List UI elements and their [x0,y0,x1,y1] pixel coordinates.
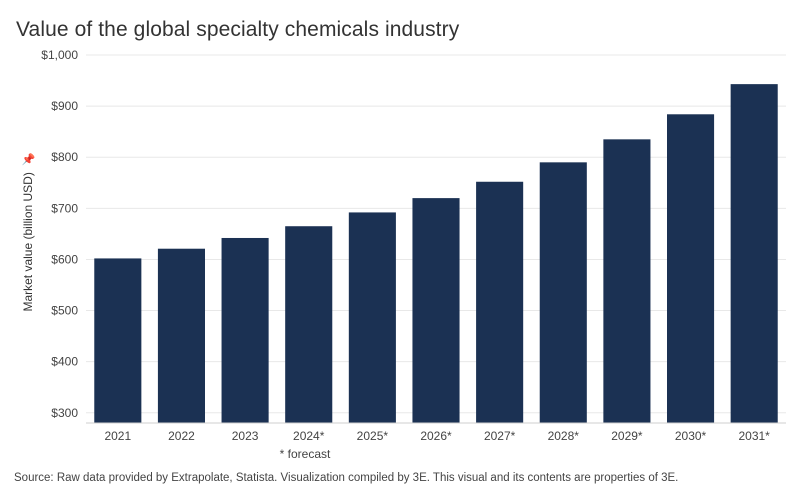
y-tick-label: $900 [51,99,78,113]
bar [412,198,460,423]
x-tick-label: 2026* [420,429,452,443]
chart-title: Value of the global specialty chemicals … [16,18,460,41]
x-tick-label: 2029* [611,429,643,443]
bar [539,162,587,424]
pin-icon[interactable]: 📌 [21,153,35,166]
y-axis-label-text: Market value (billion USD) [21,172,35,312]
y-tick-label: $700 [51,201,78,215]
x-tick-label: 2028* [548,429,580,443]
bar [94,258,142,423]
x-tick-label: 2023 [232,429,259,443]
x-tick-label: 2030* [675,429,707,443]
y-tick-label: $600 [51,252,78,266]
y-tick-label: $300 [51,406,78,420]
bar [667,114,715,424]
x-tick-label: 2021 [104,429,131,443]
bar [476,181,524,423]
bar [730,84,778,423]
x-tick-label: 2022 [168,429,195,443]
y-tick-label: $1,000 [41,48,78,62]
x-tick-label: 2024* [293,429,325,443]
bar [221,237,269,423]
y-axis-label: Market value (billion USD) 📌 [21,152,35,312]
bar [157,248,205,423]
bar [285,226,333,423]
x-tick-label: 2027* [484,429,516,443]
bar [348,212,396,423]
source-note: Source: Raw data provided by Extrapolate… [14,472,679,484]
forecast-note: * forecast [279,447,331,461]
y-tick-label: $400 [51,355,78,369]
bar [603,139,651,424]
y-tick-label: $500 [51,304,78,318]
x-tick-label: 2025* [357,429,389,443]
y-tick-label: $800 [51,150,78,164]
bar-chart: $300 $400 $500 $600 $700 $800 $900 $1,000 2021 20… [41,48,786,443]
x-tick-label: 2031* [738,429,770,443]
